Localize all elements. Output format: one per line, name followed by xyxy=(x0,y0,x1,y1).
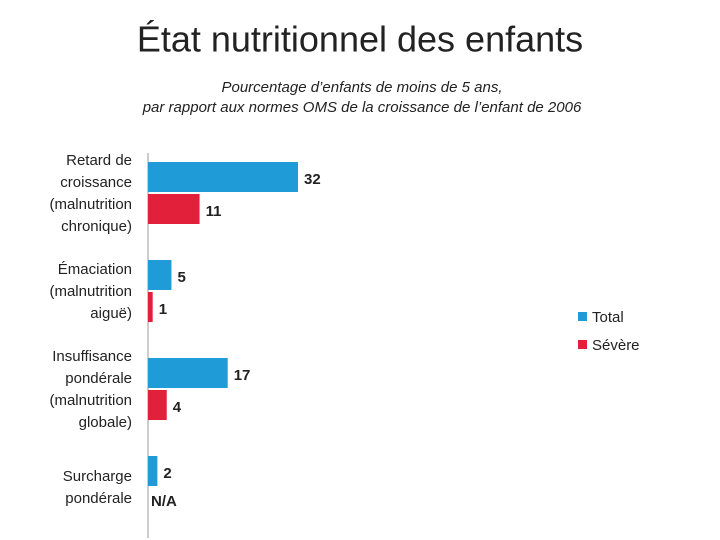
legend-swatch xyxy=(578,340,587,349)
legend-label: Total xyxy=(592,309,624,326)
bar xyxy=(148,456,158,486)
category-label: Insuffisance pondérale (malnutrition glo… xyxy=(49,348,132,431)
bar xyxy=(148,292,153,322)
category-label: Surcharge pondérale xyxy=(62,468,132,507)
value-label: 1 xyxy=(159,301,167,318)
value-label: 4 xyxy=(173,399,182,416)
category-label: Émaciation (malnutrition aiguë) xyxy=(49,261,132,322)
value-label: 2 xyxy=(163,465,171,482)
value-label: 32 xyxy=(304,171,321,188)
bar xyxy=(148,162,298,192)
bar xyxy=(148,194,200,224)
value-label: 17 xyxy=(234,367,251,384)
value-label: 5 xyxy=(177,269,185,286)
chart-subtitle: par rapport aux normes OMS de la croissa… xyxy=(142,99,582,116)
chart-title: État nutritionnel des enfants xyxy=(137,19,583,60)
category-label: Retard de croissance (malnutrition chron… xyxy=(49,152,132,235)
legend-swatch xyxy=(578,312,587,321)
legend-label: Sévère xyxy=(592,337,640,354)
bar xyxy=(148,390,167,420)
bar xyxy=(148,260,172,290)
value-label: N/A xyxy=(151,493,177,510)
value-label: 11 xyxy=(206,203,222,220)
bar xyxy=(148,358,228,388)
chart-subtitle: Pourcentage d’enfants de moins de 5 ans, xyxy=(221,79,502,96)
